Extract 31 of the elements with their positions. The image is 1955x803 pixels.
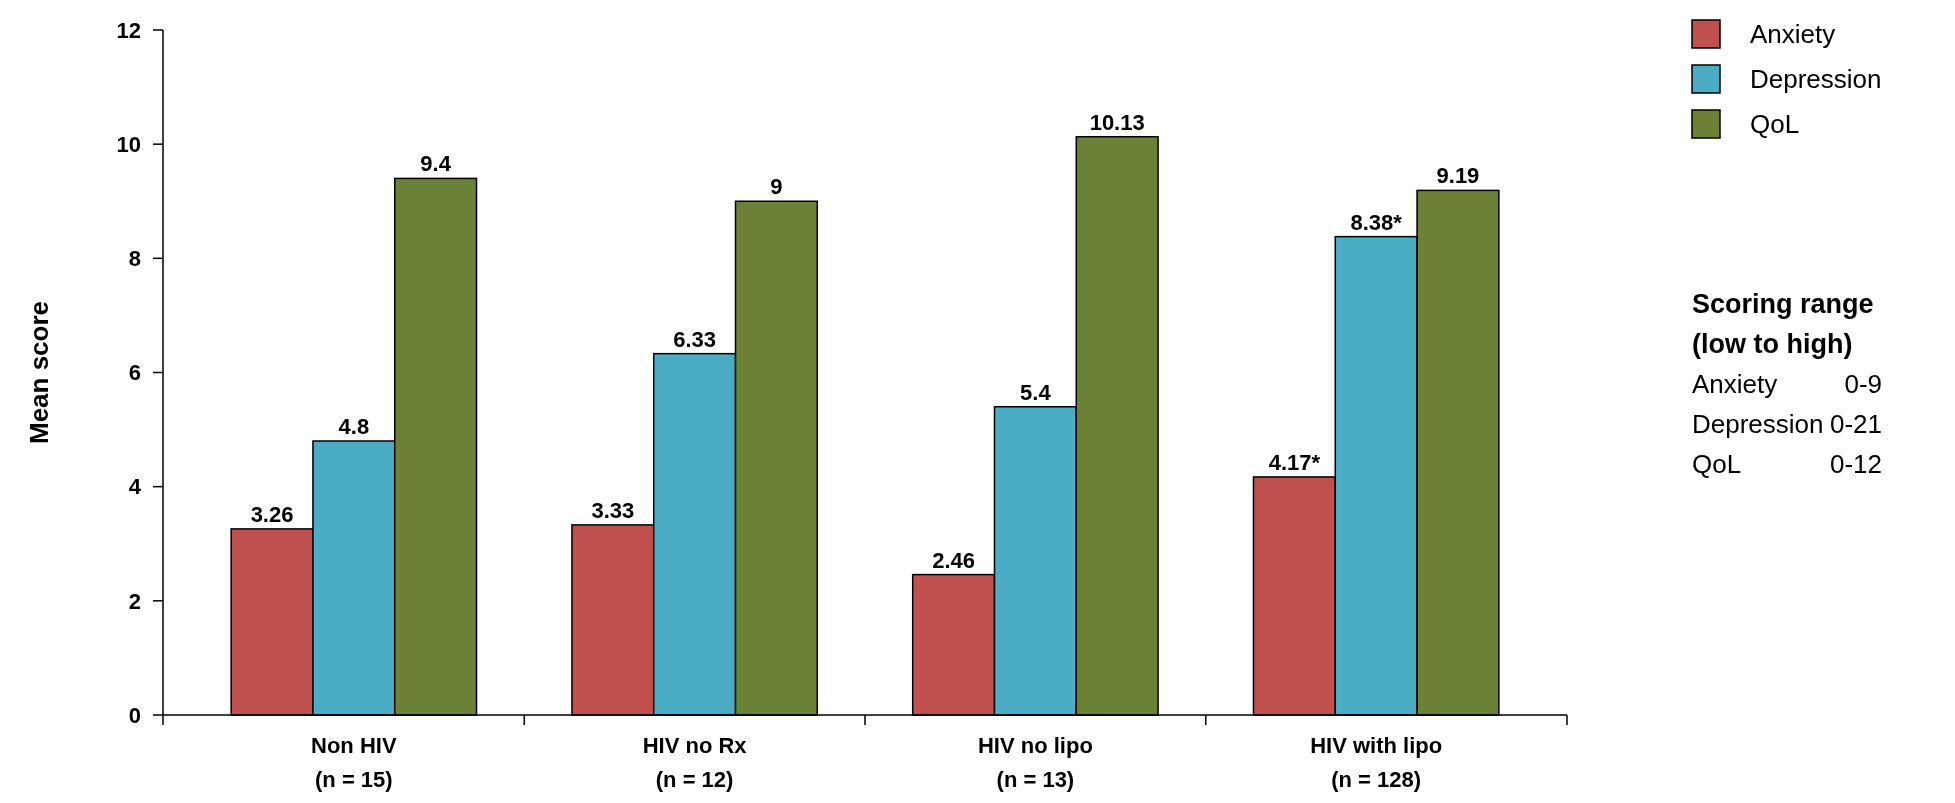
data-label: 2.46 xyxy=(932,547,976,573)
text: Depression 0-21 xyxy=(1692,409,1882,439)
text: Scoring range (low to high) xyxy=(1692,289,1874,359)
data-label: 9 xyxy=(770,174,783,200)
legend-label: Anxiety xyxy=(1750,19,1836,50)
y-tick-label: 2 xyxy=(128,588,141,614)
data-label: 9.19 xyxy=(1436,163,1480,189)
data-label: 3.26 xyxy=(250,501,294,527)
data-label: 4.8 xyxy=(338,414,370,439)
y-tick-label: 0 xyxy=(128,702,141,728)
data-label: 5.4 xyxy=(1020,379,1052,405)
legend-label: QoL xyxy=(1750,109,1800,140)
x-tick-label: Non HIV (n = 15) xyxy=(311,733,397,792)
y-tick-label: 12 xyxy=(116,17,141,43)
data-label: 8.38* xyxy=(1350,209,1403,235)
data-label: 6.33 xyxy=(673,326,717,352)
y-tick-label: 10 xyxy=(116,131,141,157)
y-axis-title: Mean score xyxy=(24,300,54,445)
y-tick-label: 6 xyxy=(128,360,141,386)
data-label: 4.17* xyxy=(1268,449,1321,475)
x-tick-label: HIV no Rx (n = 12) xyxy=(642,733,748,792)
text: Anxiety 0-9 xyxy=(1692,369,1882,399)
data-label: 3.33 xyxy=(591,497,635,523)
data-label: 10.13 xyxy=(1089,109,1145,135)
x-tick-label: HIV no lipo (n = 13) xyxy=(977,733,1093,792)
text: QoL 0-12 xyxy=(1692,449,1882,479)
y-tick-label: 8 xyxy=(128,246,141,272)
legend-label: Depression xyxy=(1750,64,1882,95)
y-tick-label: 4 xyxy=(128,474,142,500)
x-tick-label: HIV with lipo (n = 128) xyxy=(1310,733,1443,792)
data-label: 9.4 xyxy=(420,151,452,177)
